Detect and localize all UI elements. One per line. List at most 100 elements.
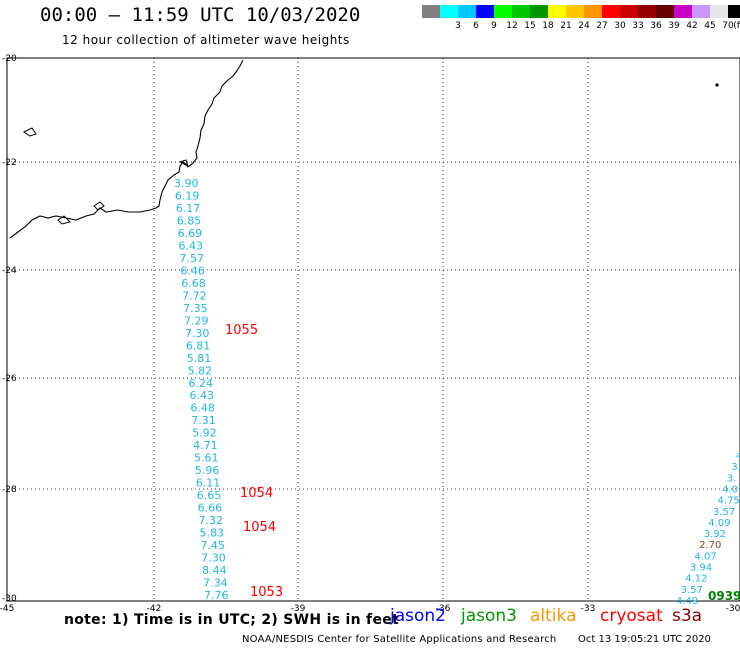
island-dot [715,83,719,87]
latitude-label: -24 [2,266,17,276]
legend-swatch [620,5,638,18]
longitude-label: -39 [291,604,306,614]
east-wave-height-value: 4.75 [718,496,740,507]
latitude-label: -26 [2,374,17,384]
pass-time-label: 1054 [240,486,273,501]
wave-height-value: 6.85 [177,214,202,227]
satellite-altika: altika [530,606,577,626]
legend-swatch [548,5,566,18]
legend-label: 15 [524,21,536,31]
wave-height-value: 6.46 [180,264,205,277]
legend-swatch [584,5,602,18]
coastline [9,59,244,239]
legend-swatch [566,5,584,18]
east-wave-height-value: 4.0 [722,484,738,495]
legend-label: 9 [491,21,497,31]
legend-label: 18 [542,21,554,31]
east-wave-height-value: 4.49 [676,596,698,607]
wave-height-value: 6.43 [179,239,204,252]
credit-text: NOAA/NESDIS Center for Satellite Applica… [242,634,557,645]
legend-label: 45 [704,21,716,31]
east-wave-height-value: 4.09 [708,518,730,529]
wave-height-value: 7.76 [204,589,229,602]
wave-height-value: 6.11 [196,477,221,490]
wave-height-value: 6.65 [197,489,222,502]
legend-swatch [638,5,656,18]
legend-swatch [458,5,476,18]
satellite-jason3: jason3 [461,606,517,626]
legend-swatch [602,5,620,18]
footer-note: note: 1) Time is in UTC; 2) SWH is in fe… [64,612,400,628]
pass-time-label: 1053 [250,585,283,600]
legend-swatch [512,5,530,18]
satellite-cryosat: cryosat [600,606,663,626]
graticule [7,58,740,601]
legend-swatch [440,5,458,18]
legend-label: 30 [614,21,626,31]
latitude-label: -30 [2,594,17,604]
legend-swatches [422,5,740,18]
wave-height-value: 7.31 [191,414,216,427]
wave-height-value: 4.71 [193,439,218,452]
map-title: 00:00 – 11:59 UTC 10/03/2020 [40,4,361,26]
longitude-label: -42 [147,604,162,614]
longitude-label: -36 [436,604,451,614]
map-subtitle: 12 hour collection of altimeter wave hei… [62,33,350,47]
east-wave-height-value: 3.57 [681,585,703,596]
east-wave-height-value: 3.94 [690,563,712,574]
wave-height-value: 6.68 [181,277,206,290]
legend-swatch [530,5,548,18]
east-track-values: 43.3.4.04.753.574.093.922.704.073.944.12… [676,451,740,607]
legend-label: 12 [506,21,518,31]
wave-height-value: 6.24 [189,377,214,390]
legend-label: 70 [722,21,734,31]
axis-labels: -20-22-24-26-28-30-45 -42 -39 -36 -33 -30 [0,54,740,614]
wave-height-value: 3.90 [174,177,199,190]
longitude-label: -30 [726,604,740,614]
wave-height-value: 7.57 [179,252,204,265]
wave-height-value: 6.81 [186,339,211,352]
pass-time-labels: 1055 1054 1054 1053 [225,323,283,600]
wave-height-value: 7.34 [203,577,228,590]
wave-height-value: 6.48 [190,402,215,415]
latitude-label: -22 [2,158,17,168]
legend-label: 3 [455,21,461,31]
wave-height-value: 6.69 [178,227,203,240]
legend-swatch [692,5,710,18]
legend-label: 24 [578,21,590,31]
legend-swatch [656,5,674,18]
wave-height-value: 5.92 [192,427,217,440]
longitude-label: -33 [581,604,596,614]
wave-height-value: 5.82 [188,364,213,377]
wave-height-value: 5.83 [199,527,224,540]
legend-label: 36 [650,21,662,31]
wave-height-value: 6.66 [198,502,223,515]
wave-height-value: 7.72 [182,289,207,302]
legend-unit: (ft) [733,21,740,31]
east-pass-time-label: 0939 [708,589,740,603]
longitude-label: -45 [0,604,14,614]
legend-swatch [494,5,512,18]
legend-swatch [422,5,440,18]
east-wave-height-value: 3. [727,473,737,484]
east-wave-height-value: 4 [736,451,740,462]
wave-height-value: 6.43 [189,389,214,402]
satellite-s3a: s3a [672,606,703,626]
wave-height-value: 7.29 [184,314,209,327]
legend-swatch [476,5,494,18]
latitude-label: -28 [2,485,17,495]
legend-swatch [674,5,692,18]
east-wave-height-value: 3.57 [713,507,735,518]
wave-height-value: 5.61 [194,452,219,465]
legend-label: 39 [668,21,680,31]
east-wave-height-value: 4.12 [685,574,707,585]
wave-height-value: 7.35 [183,302,208,315]
legend-swatch [728,5,740,18]
east-wave-height-value: 4.07 [694,551,716,562]
wave-height-value: 8.44 [202,564,227,577]
wave-height-value: 7.30 [185,327,210,340]
legend-label: 21 [560,21,572,31]
map-frame [6,57,740,602]
